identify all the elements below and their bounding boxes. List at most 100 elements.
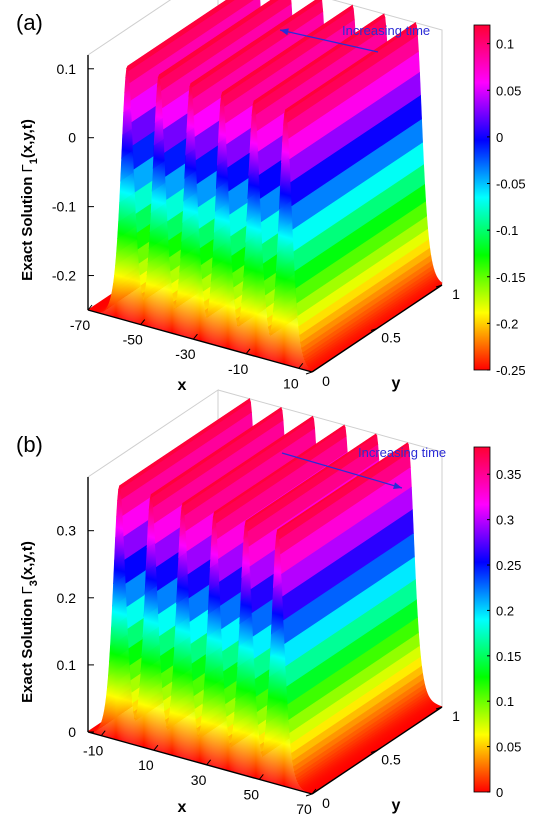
surface-front-face bbox=[133, 711, 135, 745]
surface-front-face bbox=[123, 92, 125, 321]
surface-front-face bbox=[200, 248, 202, 342]
surface-front-face bbox=[154, 122, 156, 329]
colorbar-tick-label: 0.3 bbox=[496, 513, 514, 528]
surface-front-face bbox=[118, 202, 120, 319]
surface-front-face bbox=[168, 715, 170, 755]
surface-front-face bbox=[134, 718, 136, 746]
surface-front-face bbox=[128, 648, 130, 744]
surface-front-face bbox=[178, 536, 180, 758]
surface-front-face bbox=[162, 688, 164, 753]
surface-front-face bbox=[271, 321, 273, 362]
surface-front-face bbox=[156, 86, 158, 330]
surface-front-face bbox=[304, 359, 306, 371]
surface-front-face bbox=[111, 289, 113, 317]
surface-front-face bbox=[267, 694, 269, 782]
z-tick-label: -0.1 bbox=[52, 199, 76, 215]
x-tick-mark bbox=[311, 788, 317, 795]
surface-front-face bbox=[266, 710, 268, 782]
surface-front-face bbox=[157, 77, 159, 330]
y-tick-label: 0.5 bbox=[381, 752, 401, 768]
surface-front-face bbox=[278, 208, 280, 363]
surface-front-face bbox=[178, 272, 180, 336]
surface-front-face bbox=[218, 559, 220, 769]
surface-front-face bbox=[146, 274, 148, 327]
y-tick-label: 1 bbox=[452, 286, 460, 302]
surface-front-face bbox=[205, 656, 207, 765]
surface-front-face bbox=[150, 212, 152, 328]
y-tick-mark bbox=[370, 750, 378, 753]
z-label-suffix: (x,y,t) bbox=[19, 119, 36, 158]
surface-front-face bbox=[170, 271, 172, 334]
surface-front-face bbox=[210, 281, 212, 345]
surface-front-face bbox=[114, 265, 116, 318]
surface-front-face bbox=[209, 567, 211, 766]
surface-front-face bbox=[165, 720, 167, 754]
surface-front-face bbox=[214, 512, 216, 768]
x-tick-label: 50 bbox=[244, 786, 260, 802]
surface-front-face bbox=[110, 295, 112, 317]
z-axis-label: Exact Solution Γ3(x,y,t) bbox=[19, 541, 40, 703]
surface-front-face bbox=[134, 192, 136, 324]
surface-front-face bbox=[105, 697, 107, 738]
surface-front-face bbox=[216, 523, 218, 768]
surface-front-face bbox=[201, 715, 203, 764]
x-tick-label: 70 bbox=[296, 801, 312, 817]
colorbar-tick-label: 0.2 bbox=[496, 603, 514, 618]
surface-front-face bbox=[290, 182, 292, 367]
surface-front-face bbox=[145, 284, 147, 327]
y-tick-mark bbox=[435, 284, 443, 288]
surface-front-face bbox=[203, 690, 205, 765]
x-tick-label: 30 bbox=[191, 772, 207, 788]
surface-front-face bbox=[276, 252, 278, 363]
surface-front-face bbox=[108, 661, 110, 738]
surface-front-face bbox=[237, 646, 239, 774]
surface-front-face bbox=[163, 701, 165, 754]
time-arrow bbox=[279, 29, 379, 53]
surface-front-face bbox=[221, 92, 223, 348]
surface-front-face bbox=[103, 710, 105, 737]
surface-front-face bbox=[191, 663, 193, 762]
surface-front-face bbox=[297, 316, 299, 369]
surface-front-face bbox=[270, 329, 272, 361]
surface-front-face bbox=[198, 229, 200, 341]
surface-front-face bbox=[183, 178, 185, 337]
surface-front-face bbox=[194, 137, 196, 340]
surface-front-face bbox=[275, 535, 277, 785]
surface-front-face bbox=[127, 629, 129, 744]
surface-front-face bbox=[225, 123, 227, 349]
surface-front-face bbox=[145, 570, 147, 749]
surface-front-face bbox=[113, 559, 115, 740]
surface-front-face bbox=[265, 723, 267, 782]
surface-front-face bbox=[260, 199, 262, 358]
colorbar-tick-label: 0 bbox=[496, 785, 503, 800]
surface-front-face bbox=[299, 335, 301, 369]
surface-front-face bbox=[231, 733, 233, 773]
y-axis-label: y bbox=[392, 375, 401, 392]
surface-front-face bbox=[114, 537, 116, 740]
surface-front-face bbox=[215, 188, 217, 346]
surface-front-face bbox=[119, 485, 121, 742]
surface-front-face bbox=[147, 262, 149, 327]
surface-front-face bbox=[265, 295, 267, 360]
surface-front-face bbox=[150, 494, 152, 750]
surface-front-face bbox=[280, 162, 282, 364]
x-tick-label: -10 bbox=[83, 743, 103, 759]
surface-front-face bbox=[172, 293, 174, 334]
surface-front-face bbox=[202, 279, 204, 342]
colorbar-tick-label: 0.35 bbox=[496, 467, 521, 482]
surface-front-face bbox=[142, 616, 144, 748]
surface-front-face bbox=[276, 529, 278, 785]
time-arrow-head bbox=[393, 482, 402, 490]
surface-front-face bbox=[138, 263, 140, 325]
surface-front-face bbox=[109, 299, 111, 317]
time-annotation: Increasing time bbox=[342, 23, 430, 38]
surface-front-face bbox=[137, 696, 139, 747]
surface-front-face bbox=[139, 275, 141, 325]
z-tick-label: 0.3 bbox=[57, 523, 77, 539]
surface-front-face bbox=[246, 522, 248, 777]
colorbar-tick-label: 0.25 bbox=[496, 558, 521, 573]
surface-front-face bbox=[180, 508, 182, 758]
surface-front-face bbox=[190, 83, 192, 339]
z-label-subscript: 3 bbox=[28, 580, 40, 586]
surface-front-face bbox=[222, 92, 224, 348]
